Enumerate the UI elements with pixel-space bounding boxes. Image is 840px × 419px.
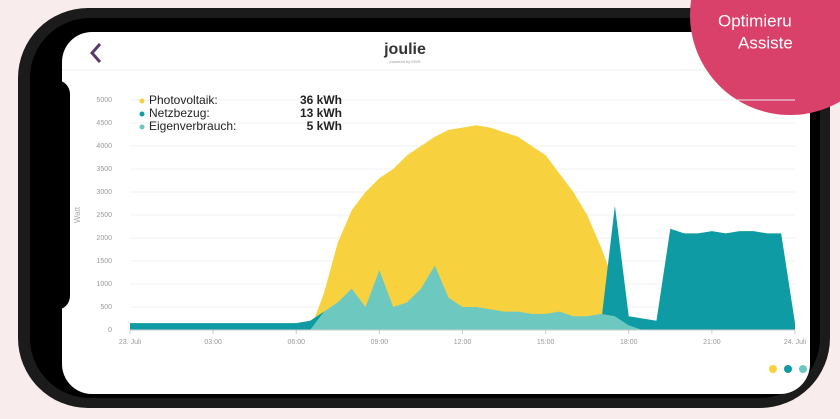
- legend-label: Eigenverbrauch:: [149, 119, 236, 133]
- badge-text: Optimieru: [718, 11, 792, 30]
- page-dot: [799, 365, 807, 373]
- y-tick-label: 5000: [96, 97, 112, 104]
- x-tick-label: 06:00: [287, 339, 305, 346]
- y-tick-label: 2000: [96, 235, 112, 242]
- back-button[interactable]: [89, 43, 102, 63]
- y-tick-label: 500: [100, 304, 112, 311]
- x-tick-label: 24. Juli: [784, 339, 807, 346]
- y-tick-label: 1000: [96, 281, 112, 288]
- x-tick-label: 12:00: [454, 339, 472, 346]
- legend-marker: [139, 98, 145, 104]
- legend-label: Netzbezug:: [149, 106, 210, 120]
- legend-total: 5 kWh: [307, 119, 342, 133]
- legend-total: 36 kWh: [300, 93, 342, 107]
- y-tick-label: 3500: [96, 166, 112, 173]
- y-axis-label: Watt: [73, 206, 82, 223]
- x-tick-label: 23. Juli: [119, 339, 142, 346]
- y-tick-label: 4500: [96, 120, 112, 127]
- x-tick-label: 21:00: [703, 339, 721, 346]
- area: [130, 265, 795, 330]
- x-tick-label: 15:00: [537, 339, 555, 346]
- y-tick-label: 3000: [96, 189, 112, 196]
- legend-label: Photovoltaik:: [149, 93, 218, 107]
- page-dot: [784, 365, 792, 373]
- x-tick-label: 18:00: [620, 339, 638, 346]
- y-tick-label: 1500: [96, 258, 112, 265]
- area: [130, 205, 795, 330]
- legend-total: 13 kWh: [300, 106, 342, 120]
- badge: [690, 0, 840, 115]
- legend-marker: [139, 124, 145, 130]
- x-tick-label: 03:00: [204, 339, 222, 346]
- badge-text: Assiste: [738, 33, 793, 52]
- chart: 0 500 1000 1500 2000 2500 3000 3500 4000 4500 5000…: [96, 93, 806, 346]
- legend-marker: [139, 111, 145, 117]
- logo: joulie: [383, 41, 426, 58]
- x-tick-label: 09:00: [371, 339, 389, 346]
- y-tick-label: 2500: [96, 212, 112, 219]
- page-dot: [769, 365, 777, 373]
- notch: [40, 80, 70, 310]
- area: [130, 125, 795, 330]
- y-tick-label: 0: [108, 327, 112, 334]
- y-tick-label: 4000: [96, 143, 112, 150]
- logo-sub: powered by EWS: [390, 59, 421, 64]
